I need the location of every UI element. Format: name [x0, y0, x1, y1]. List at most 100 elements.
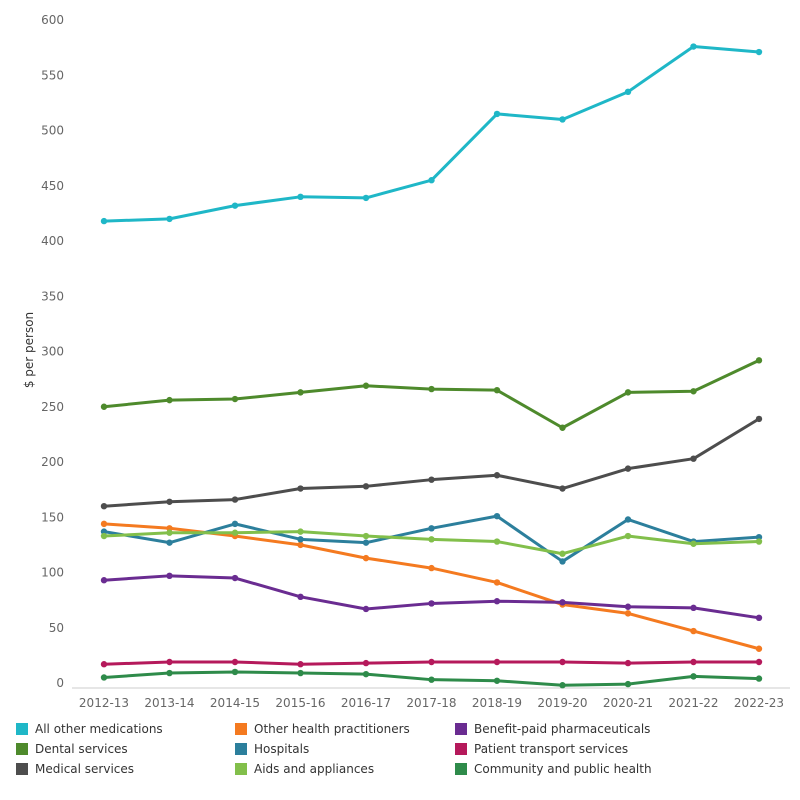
data-point	[231, 658, 239, 666]
legend-item: Benefit-paid pharmaceuticals	[455, 720, 650, 738]
data-point	[428, 658, 435, 666]
data-point	[428, 564, 435, 572]
data-point	[690, 658, 697, 666]
data-point	[166, 529, 173, 536]
y-axis: 0 50 100 150 200 250 300 350 400 450 500 550 600	[41, 13, 64, 690]
data-point	[624, 465, 632, 472]
data-point	[362, 194, 370, 202]
data-point	[755, 675, 763, 682]
x-tick-label: 2021-22	[668, 696, 718, 710]
x-tick-label: 2013-14	[144, 696, 194, 710]
data-point	[559, 116, 566, 123]
data-point	[166, 658, 173, 666]
data-point	[231, 496, 239, 503]
data-point	[100, 503, 108, 510]
data-point	[166, 498, 173, 505]
x-tick-label: 2012-13	[79, 696, 129, 710]
series-layer	[100, 43, 763, 689]
legend-item: Dental services	[16, 740, 128, 758]
data-point	[231, 202, 239, 209]
data-point	[493, 512, 501, 520]
data-point	[166, 215, 173, 223]
data-point	[493, 658, 501, 666]
data-point	[428, 385, 435, 393]
legend-swatch	[16, 723, 28, 735]
data-point	[493, 598, 501, 605]
data-point	[690, 455, 697, 462]
data-point	[690, 43, 697, 50]
data-point	[755, 357, 763, 364]
y-axis-title: $ per person	[22, 312, 36, 388]
data-point	[362, 554, 370, 562]
data-point	[100, 217, 108, 225]
data-point	[297, 528, 304, 535]
legend-swatch	[455, 763, 467, 775]
data-point	[362, 670, 370, 678]
y-tick-label: 450	[41, 179, 64, 193]
data-point	[624, 88, 632, 96]
y-tick-label: 550	[41, 68, 64, 82]
data-point	[297, 536, 304, 543]
data-point	[231, 520, 239, 528]
legend-swatch	[455, 723, 467, 735]
data-point	[100, 528, 108, 535]
data-point	[100, 674, 108, 681]
data-point	[166, 572, 173, 580]
series-2	[100, 415, 763, 510]
data-point	[559, 558, 566, 565]
data-point	[559, 599, 566, 606]
data-point	[100, 577, 108, 584]
y-tick-label: 150	[41, 510, 64, 524]
data-point	[100, 520, 108, 528]
y-tick-label: 200	[41, 455, 64, 469]
legend-label: Aids and appliances	[254, 762, 375, 776]
data-point	[559, 682, 566, 689]
series-line	[102, 530, 761, 556]
data-point	[624, 610, 632, 617]
y-tick-label: 100	[41, 566, 64, 580]
series-line	[102, 574, 761, 620]
data-point	[755, 538, 763, 545]
legend-item: Other health practitioners	[235, 720, 410, 738]
series-1	[100, 357, 763, 431]
series-5	[100, 528, 763, 557]
legend-label: All other medications	[35, 722, 163, 736]
x-tick-label: 2020-21	[603, 696, 653, 710]
data-point	[362, 483, 370, 490]
data-point	[428, 536, 435, 543]
y-tick-label: 250	[41, 400, 64, 414]
data-point	[493, 677, 501, 684]
data-point	[362, 382, 370, 389]
data-point	[624, 532, 632, 540]
x-tick-label: 2014-15	[210, 696, 260, 710]
data-point	[166, 525, 173, 532]
data-point	[755, 415, 763, 423]
series-6	[100, 572, 763, 622]
data-point	[100, 532, 108, 540]
data-point	[231, 529, 239, 536]
y-tick-label: 0	[56, 676, 64, 690]
data-point	[559, 550, 566, 557]
data-point	[428, 676, 435, 683]
data-point	[428, 476, 435, 483]
data-point	[428, 600, 435, 607]
data-point	[624, 680, 632, 688]
series-7	[100, 658, 763, 668]
data-point	[297, 193, 304, 200]
y-tick-label: 350	[41, 289, 64, 303]
data-point	[231, 395, 239, 403]
series-8	[100, 668, 763, 689]
data-point	[297, 593, 304, 601]
data-point	[624, 389, 632, 396]
legend-label: Medical services	[35, 762, 135, 776]
y-tick-label: 50	[49, 621, 64, 635]
data-point	[362, 659, 370, 667]
data-point	[690, 627, 697, 635]
data-point	[624, 516, 632, 523]
legend-label: Benefit-paid pharmaceuticals	[474, 722, 651, 736]
series-line	[102, 358, 761, 430]
data-point	[559, 658, 566, 666]
data-point	[166, 669, 173, 677]
data-point	[297, 661, 304, 668]
legend-label: Patient transport services	[474, 742, 629, 756]
